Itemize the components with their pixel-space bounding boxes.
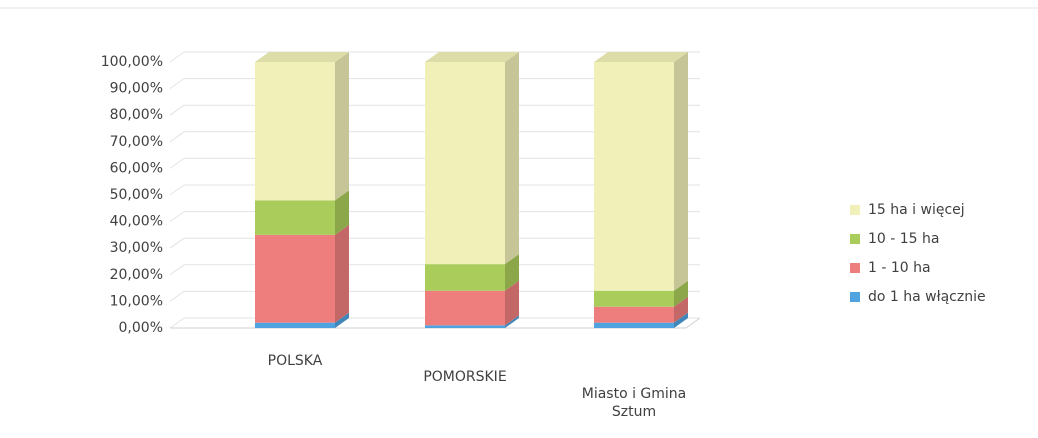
y-tick-label: 0,00% [119,320,163,336]
x-tick-label: Miasto i Gmina Sztum [581,386,687,420]
bar-segment [594,52,688,291]
legend-label: 15 ha i więcej [868,202,965,218]
bar-side [674,296,688,323]
bar-front [594,322,674,328]
x-tick-label: POLSKA [267,353,323,369]
x-tick-label-box: POLSKA [267,353,323,369]
y-tick-label: 90,00% [110,81,163,97]
x-tick-label: POMORSKIE [423,369,507,385]
bar-segment [255,224,349,323]
y-tick-label: 40,00% [110,214,163,230]
grid-line [169,184,185,196]
bar-segment [425,254,519,291]
bar-side [335,52,349,201]
grid-line [169,317,185,329]
bar-front [255,322,335,328]
bar-top [255,52,349,62]
bar-side [674,280,688,307]
grid-line [169,264,185,276]
legend-swatch [850,205,860,215]
bar-front [255,62,335,201]
bar-top [594,52,688,62]
bar-side [674,52,688,291]
bar-side [505,280,519,326]
bar-segment [594,296,688,323]
bar-side [335,190,349,235]
bar-side [674,312,688,328]
y-tick-label: 30,00% [110,240,163,256]
y-tick-label: 70,00% [110,134,163,150]
legend-swatch [850,263,860,273]
grid-line [169,290,185,302]
bar-front [425,325,505,328]
bar-side [505,52,519,265]
bar-top [425,52,519,62]
bar-front [255,234,335,323]
bar-front [594,62,674,291]
bar-side [505,315,519,328]
bar-front [425,290,505,326]
bar-segment [255,52,349,201]
bar-side [505,254,519,291]
legend-swatch [850,234,860,244]
x-tick-label-box: Miasto i Gmina Sztum [581,386,687,420]
bar-front [425,62,505,265]
y-tick-label: 100,00% [101,54,163,70]
grid-line [169,104,185,116]
grid-line [169,78,185,90]
y-tick-label: 60,00% [110,160,163,176]
bar-side [335,312,349,328]
x-tick-label-box: POMORSKIE [423,369,507,385]
bar-segment [425,52,519,265]
legend-label: 10 - 15 ha [868,231,939,247]
y-tick-label: 50,00% [110,187,163,203]
bar-segment [255,190,349,235]
bar-segment [425,280,519,326]
grid-line [169,237,185,249]
bar-front [425,264,505,291]
legend-label: do 1 ha włącznie [868,289,986,305]
bar-segment [255,312,349,328]
legend-swatch [850,292,860,302]
bar-front [594,290,674,307]
bar-front [594,306,674,323]
legend-label: 1 - 10 ha [868,260,931,276]
grid-line [169,157,185,169]
grid-line [169,211,185,223]
bar-segment [425,315,519,328]
floor-line [685,317,701,329]
y-tick-label: 20,00% [110,267,163,283]
y-tick-label: 80,00% [110,107,163,123]
bar-front [255,200,335,235]
bar-segment [594,280,688,307]
grid-line [169,131,185,143]
bar-side [335,224,349,323]
bar-segment [594,312,688,328]
grid-line [169,51,185,63]
y-tick-label: 10,00% [110,293,163,309]
